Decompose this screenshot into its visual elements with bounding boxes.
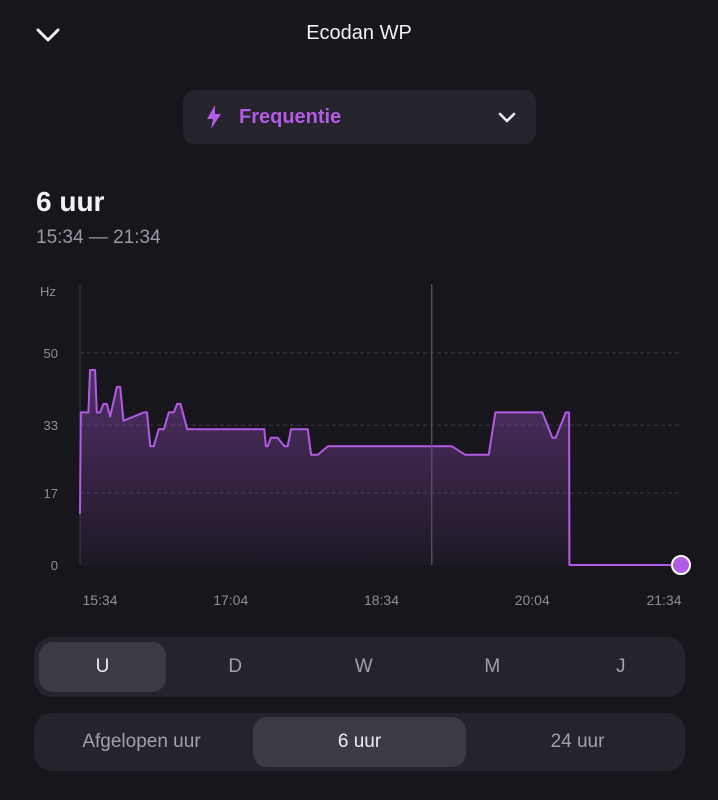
x-tick-label: 17:04 [213, 592, 248, 608]
collapse-button[interactable] [30, 18, 66, 52]
metric-dropdown[interactable]: Frequentie [183, 90, 536, 144]
tab-period-j[interactable]: J [616, 656, 626, 677]
x-tick-label: 20:04 [515, 592, 550, 608]
tab-period-m[interactable]: M [484, 656, 501, 677]
tab-range-6-uur[interactable]: 6 uur [253, 717, 466, 767]
y-tick-label: 17 [44, 486, 58, 501]
tab-period-u[interactable]: U [39, 642, 166, 692]
y-tick-label: 50 [44, 346, 58, 361]
x-tick-label: 15:34 [82, 592, 117, 608]
chevron-down-icon [498, 112, 516, 123]
tab-range-24-uur[interactable]: 24 uur [550, 731, 605, 752]
chevron-down-icon [36, 28, 60, 42]
range-subtitle: 15:34 — 21:34 [36, 227, 161, 248]
tab-range-afgelopen-uur[interactable]: Afgelopen uur [82, 731, 201, 752]
frequency-chart[interactable]: Hz 50 33 17 0 15:34 17:04 18:34 20:04 21:34 [0, 270, 718, 620]
last-value-marker [671, 555, 691, 575]
metric-label: Frequentie [239, 105, 342, 128]
page-title: Ecodan WP [306, 22, 412, 44]
series-area-fill [80, 370, 683, 565]
x-tick-label: 21:34 [646, 592, 681, 608]
x-tick-label: 18:34 [364, 592, 399, 608]
range-title: 6 uur [36, 186, 105, 217]
y-unit-label: Hz [40, 284, 56, 299]
lightning-bolt-icon [205, 104, 225, 130]
y-tick-label: 0 [51, 558, 58, 573]
range-segmented-control: Afgelopen uur 6 uur 24 uur [34, 713, 685, 771]
tab-period-d[interactable]: D [228, 656, 243, 677]
tab-period-w[interactable]: W [354, 656, 373, 677]
series-line [79, 369, 683, 566]
y-tick-label: 33 [44, 418, 58, 433]
header: Ecodan WP [0, 0, 718, 68]
